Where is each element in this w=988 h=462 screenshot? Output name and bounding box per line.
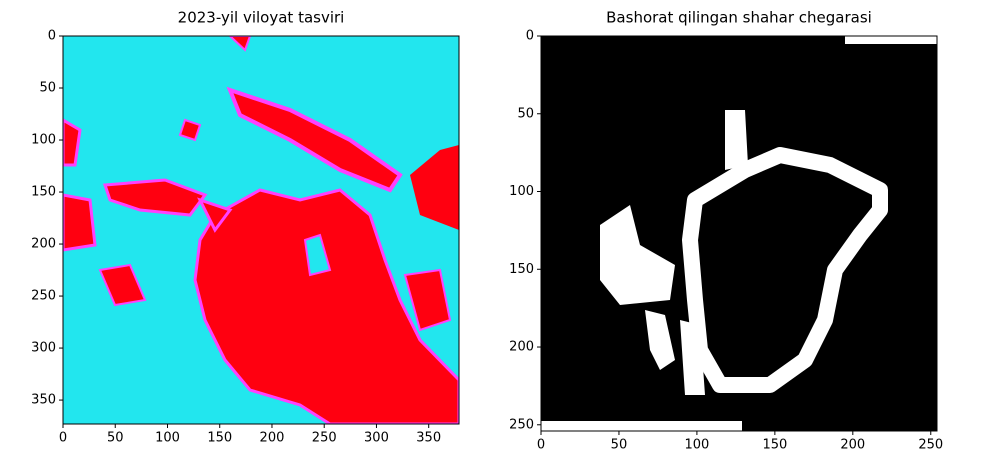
- y-tick-label: 0: [526, 29, 534, 44]
- axes-frame: [62, 35, 460, 425]
- y-tick-label: 200: [509, 340, 534, 355]
- x-tick-label: 250: [312, 431, 337, 446]
- x-tick-label: 150: [762, 438, 787, 453]
- x-tick-label: 200: [260, 431, 285, 446]
- y-tick-label: 250: [509, 417, 534, 432]
- y-tick-label: 50: [517, 106, 534, 121]
- y-tick-label: 150: [509, 262, 534, 277]
- x-tick-label: 50: [107, 431, 124, 446]
- chart-title: 2023-yil viloyat tasviri: [178, 9, 345, 27]
- x-tick-label: 100: [684, 438, 709, 453]
- y-tick-label: 250: [31, 289, 56, 304]
- y-tick-label: 350: [31, 393, 56, 408]
- x-tick-label: 300: [364, 431, 389, 446]
- prediction-mask: [541, 36, 937, 431]
- y-tick-label: 300: [31, 341, 56, 356]
- x-tick-label: 150: [207, 431, 232, 446]
- x-tick-label: 250: [918, 438, 943, 453]
- chart-title: Bashorat qilingan shahar chegarasi: [606, 9, 872, 27]
- axes-frame: [540, 35, 938, 432]
- y-tick-label: 100: [509, 184, 534, 199]
- satellite-image: [63, 36, 459, 424]
- y-tick-label: 150: [31, 185, 56, 200]
- y-tick-label: 0: [48, 29, 56, 44]
- x-tick-label: 50: [611, 438, 628, 453]
- y-tick-label: 100: [31, 133, 56, 148]
- y-tick-label: 50: [39, 81, 56, 96]
- x-tick-label: 100: [155, 431, 180, 446]
- y-tick-label: 200: [31, 237, 56, 252]
- x-tick-label: 0: [537, 438, 545, 453]
- x-tick-label: 350: [416, 431, 441, 446]
- x-tick-label: 200: [840, 438, 865, 453]
- x-tick-label: 0: [59, 431, 67, 446]
